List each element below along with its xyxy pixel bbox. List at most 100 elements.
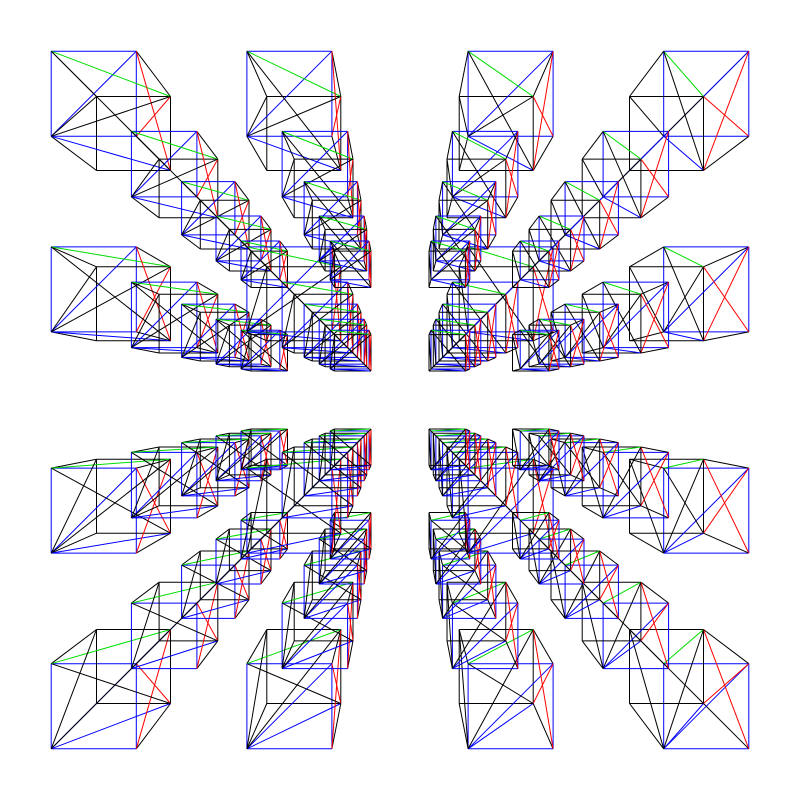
cube-diagonal (452, 281, 507, 354)
cube-edge (640, 347, 669, 354)
cube-edge (318, 215, 326, 230)
cube-diagonal (215, 432, 272, 437)
cube-diagonal (564, 303, 600, 313)
cube-diagonal (505, 131, 519, 218)
cube-edge (532, 703, 554, 750)
cube-diagonal (435, 318, 475, 326)
cube-diagonal (428, 512, 432, 560)
cube-edge (550, 487, 566, 497)
cube-diagonal (246, 703, 342, 750)
cube-edge (532, 331, 554, 342)
cube-diagonal (428, 428, 432, 470)
cube-diagonal (599, 312, 619, 358)
cube-diagonal (303, 181, 358, 236)
cube-edge (347, 640, 354, 669)
cube-diagonal (599, 442, 619, 488)
cube-diagonal (430, 334, 466, 370)
cube-diagonal (318, 433, 326, 481)
cube-diagonal (131, 347, 218, 354)
cube-diagonal (303, 442, 362, 489)
cube-edge (136, 458, 171, 469)
cube-diagonal (505, 446, 519, 518)
cube-diagonal (196, 131, 219, 218)
cube-edge (474, 215, 482, 230)
cube-diagonal (240, 329, 288, 372)
cube-diagonal (640, 582, 670, 669)
cube-diagonal (442, 234, 488, 250)
cube-edge (550, 303, 566, 313)
cube-diagonal (303, 599, 362, 619)
cube-edge (438, 181, 444, 201)
cube-diagonal (538, 324, 571, 365)
cube-edge (50, 532, 97, 554)
cube-diagonal (703, 629, 750, 749)
cube-diagonal (279, 520, 288, 550)
cube-diagonal (50, 458, 97, 554)
cube-diagonal (131, 446, 219, 519)
cube-diagonal (347, 131, 354, 218)
cube-diagonal (329, 240, 370, 281)
cube-edge (135, 50, 171, 97)
cube-diagonal (50, 96, 97, 137)
cube-edge (50, 246, 97, 268)
cube-edge (640, 505, 669, 519)
cube-diagonal (240, 519, 288, 550)
cube-diagonal (240, 428, 288, 432)
cube-diagonal (240, 512, 288, 521)
cube-diagonal (181, 550, 250, 566)
cube-diagonal (215, 260, 272, 272)
cube-edge (356, 487, 362, 497)
cube-diagonal (368, 330, 372, 372)
cube-diagonal (446, 159, 453, 197)
cube-edge (512, 512, 521, 521)
cube-diagonal (570, 435, 585, 476)
cube-diagonal (430, 329, 466, 372)
cube-diagonal (246, 135, 341, 171)
cube-diagonal (519, 329, 550, 372)
cube-diagonal (528, 433, 540, 481)
cube-diagonal (548, 330, 560, 372)
cube-diagonal (487, 304, 497, 362)
cube-edge (532, 136, 554, 171)
cube-diagonal (452, 158, 507, 198)
cube-edge (505, 581, 519, 604)
cube-edge (487, 234, 497, 250)
cube-diagonal (319, 432, 367, 437)
cube-diagonal (703, 266, 750, 333)
cube-edge (279, 464, 288, 471)
cube-diagonal (538, 570, 571, 585)
cube-diagonal (330, 240, 372, 252)
cube-diagonal (603, 347, 641, 354)
cube-diagonal (246, 266, 268, 333)
cube-diagonal (442, 181, 489, 250)
cube-diagonal (564, 438, 601, 497)
cube-diagonal (519, 329, 560, 370)
cube-edge (281, 131, 295, 160)
cube-diagonal (430, 428, 466, 471)
cube-diagonal (331, 51, 342, 171)
cube-edge (246, 458, 268, 469)
cube-edge (131, 505, 160, 519)
cube-diagonal (318, 435, 368, 476)
cube-diagonal (430, 368, 466, 372)
cube-diagonal (640, 452, 670, 507)
cube-edge (570, 570, 585, 585)
cube-diagonal (452, 281, 506, 295)
cube-diagonal (303, 550, 362, 619)
cube-edge (548, 512, 560, 521)
cube-edge (640, 281, 669, 295)
cube-diagonal (451, 131, 507, 219)
cube-diagonal (363, 215, 368, 272)
cube-diagonal (131, 281, 198, 348)
cube-diagonal (458, 629, 469, 749)
cube-diagonal (240, 428, 252, 470)
cube-diagonal (538, 528, 571, 540)
cube-edge (512, 240, 521, 252)
cube-diagonal (51, 703, 171, 750)
cube-diagonal (446, 446, 453, 518)
cube-diagonal (629, 629, 665, 749)
cube-diagonal (131, 581, 218, 604)
cube-diagonal (303, 564, 358, 619)
